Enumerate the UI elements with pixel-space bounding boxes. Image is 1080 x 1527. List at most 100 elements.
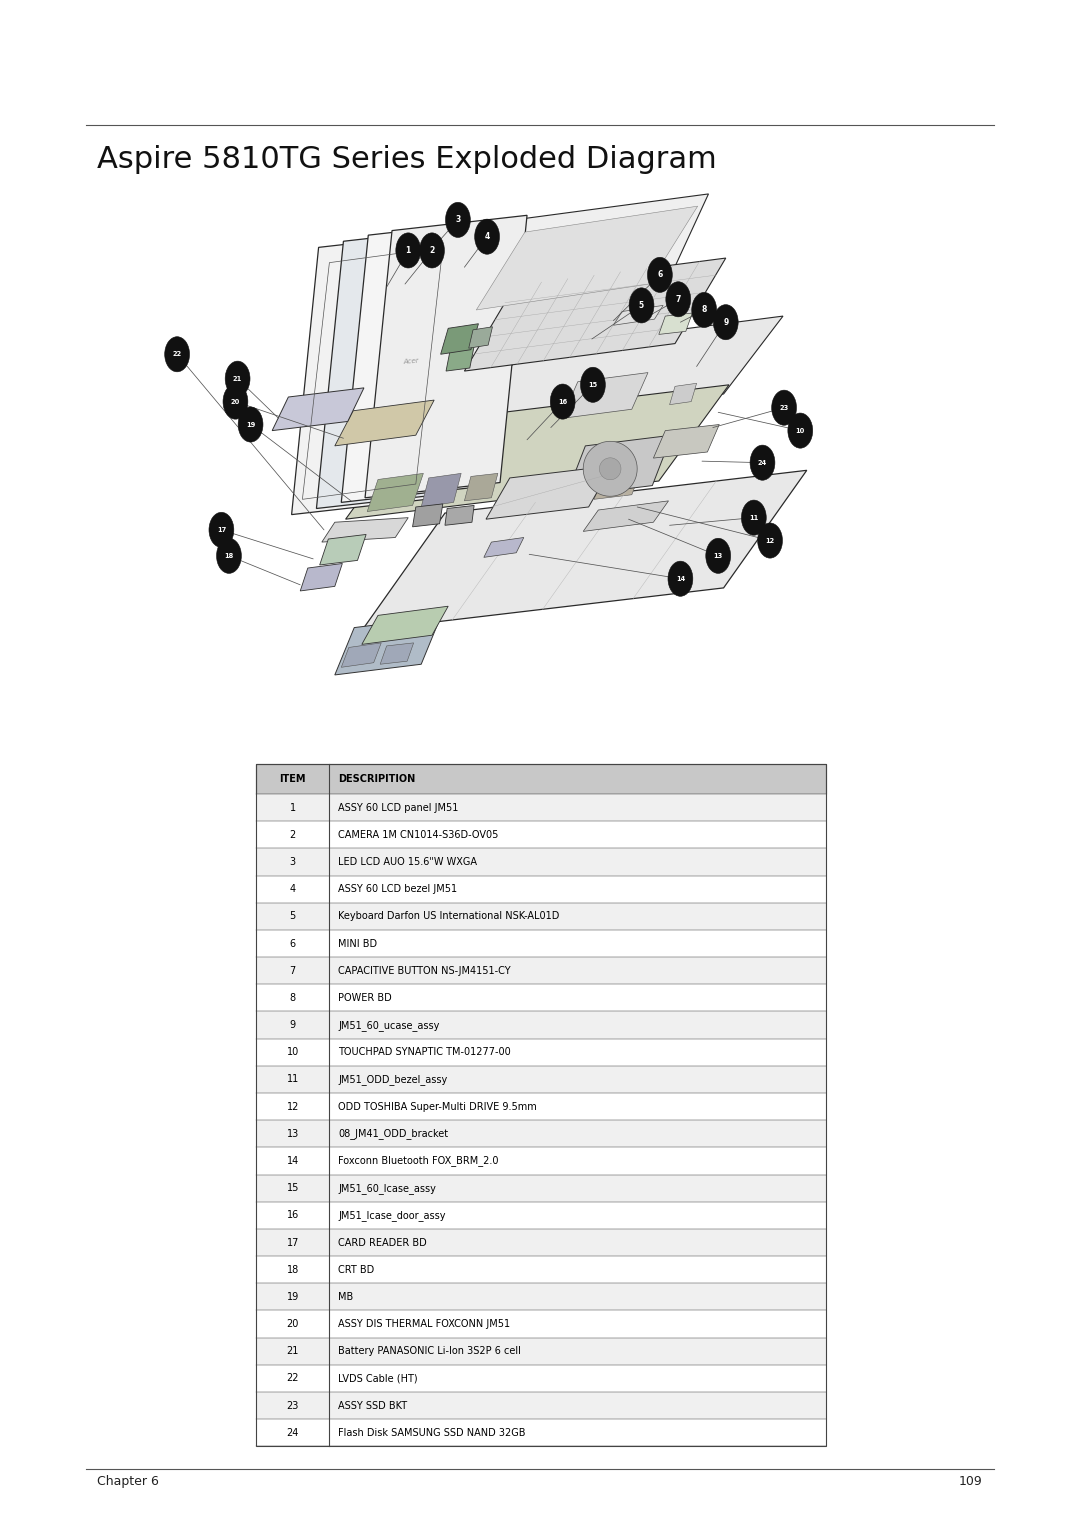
Circle shape — [216, 538, 241, 573]
Text: 12: 12 — [766, 538, 774, 544]
Text: 8: 8 — [289, 993, 296, 1003]
Polygon shape — [341, 643, 381, 667]
Circle shape — [222, 385, 247, 420]
Bar — [256, 985, 826, 1011]
Polygon shape — [464, 316, 783, 428]
Text: ODD TOSHIBA Super-Multi DRIVE 9.5mm: ODD TOSHIBA Super-Multi DRIVE 9.5mm — [338, 1101, 537, 1112]
Circle shape — [165, 336, 190, 371]
Text: 13: 13 — [714, 553, 723, 559]
Polygon shape — [670, 383, 697, 405]
Circle shape — [551, 385, 576, 420]
Polygon shape — [380, 643, 414, 664]
Text: JM51_60_ucase_assy: JM51_60_ucase_assy — [338, 1020, 440, 1031]
Polygon shape — [320, 534, 366, 565]
Circle shape — [665, 281, 691, 316]
Bar — [256, 930, 826, 957]
Text: 4: 4 — [289, 884, 296, 895]
Bar — [256, 1121, 826, 1147]
Text: CRT BD: CRT BD — [338, 1264, 375, 1275]
Text: 1: 1 — [289, 803, 296, 812]
Text: 1: 1 — [406, 246, 410, 255]
Text: Acer: Acer — [403, 357, 420, 365]
Polygon shape — [367, 473, 423, 512]
Text: 14: 14 — [286, 1156, 299, 1167]
Text: Flash Disk SAMSUNG SSD NAND 32GB: Flash Disk SAMSUNG SSD NAND 32GB — [338, 1428, 526, 1438]
Polygon shape — [441, 324, 478, 354]
Polygon shape — [335, 617, 441, 675]
Polygon shape — [464, 258, 726, 371]
Text: MB: MB — [338, 1292, 353, 1303]
Text: 21: 21 — [233, 376, 242, 382]
Text: DESCRIPITION: DESCRIPITION — [338, 774, 416, 783]
Circle shape — [706, 538, 730, 573]
Text: 15: 15 — [286, 1183, 299, 1193]
Polygon shape — [446, 341, 475, 371]
Text: 8: 8 — [702, 305, 706, 315]
Text: 08_JM41_ODD_bracket: 08_JM41_ODD_bracket — [338, 1128, 448, 1139]
Text: 23: 23 — [286, 1400, 299, 1411]
Text: 3: 3 — [456, 215, 460, 224]
Circle shape — [238, 406, 264, 443]
Text: Battery PANASONIC Li-Ion 3S2P 6 cell: Battery PANASONIC Li-Ion 3S2P 6 cell — [338, 1347, 521, 1356]
Polygon shape — [613, 305, 663, 325]
Text: ASSY SSD BKT: ASSY SSD BKT — [338, 1400, 407, 1411]
Circle shape — [750, 446, 774, 479]
Text: 6: 6 — [658, 270, 662, 279]
Bar — [256, 1419, 826, 1446]
Text: ASSY 60 LCD panel JM51: ASSY 60 LCD panel JM51 — [338, 803, 458, 812]
Polygon shape — [653, 425, 719, 458]
Circle shape — [788, 412, 812, 449]
Circle shape — [395, 232, 421, 269]
Polygon shape — [566, 435, 672, 496]
Text: 18: 18 — [286, 1264, 299, 1275]
Circle shape — [667, 560, 693, 597]
Bar — [256, 875, 826, 902]
Text: 24: 24 — [286, 1428, 299, 1438]
Text: 7: 7 — [676, 295, 680, 304]
Polygon shape — [362, 606, 448, 644]
Polygon shape — [341, 220, 503, 502]
Text: 14: 14 — [676, 576, 685, 582]
Text: 10: 10 — [796, 428, 805, 434]
Text: CAMERA 1M CN1014-S36D-OV05: CAMERA 1M CN1014-S36D-OV05 — [338, 829, 498, 840]
Text: 2: 2 — [430, 246, 434, 255]
Circle shape — [771, 389, 797, 426]
Circle shape — [581, 368, 605, 403]
Text: JM51_ODD_bezel_assy: JM51_ODD_bezel_assy — [338, 1073, 447, 1084]
Text: POWER BD: POWER BD — [338, 993, 392, 1003]
Text: 17: 17 — [217, 527, 226, 533]
Text: 10: 10 — [286, 1048, 299, 1057]
Circle shape — [714, 304, 739, 339]
Polygon shape — [335, 400, 434, 446]
Polygon shape — [464, 473, 498, 501]
Text: 7: 7 — [289, 965, 296, 976]
Polygon shape — [362, 470, 807, 631]
Text: 3: 3 — [289, 857, 296, 867]
Polygon shape — [659, 313, 692, 334]
Text: CARD READER BD: CARD READER BD — [338, 1237, 427, 1248]
Text: 18: 18 — [225, 553, 233, 559]
Bar — [256, 1202, 826, 1229]
Text: 20: 20 — [231, 399, 240, 405]
Polygon shape — [316, 226, 478, 508]
Text: 5: 5 — [289, 912, 296, 921]
Bar — [256, 764, 826, 1446]
Text: 2: 2 — [289, 829, 296, 840]
Text: 24: 24 — [758, 460, 767, 466]
Text: JM51_lcase_door_assy: JM51_lcase_door_assy — [338, 1209, 446, 1220]
Text: 5: 5 — [639, 301, 644, 310]
Polygon shape — [413, 504, 443, 527]
Text: 9: 9 — [724, 318, 728, 327]
Text: 23: 23 — [780, 405, 788, 411]
Text: ASSY DIS THERMAL FOXCONN JM51: ASSY DIS THERMAL FOXCONN JM51 — [338, 1319, 510, 1328]
Circle shape — [210, 512, 233, 547]
Circle shape — [692, 292, 717, 328]
Text: 15: 15 — [589, 382, 597, 388]
Bar — [256, 849, 826, 875]
Polygon shape — [594, 472, 640, 499]
Bar — [256, 1393, 826, 1419]
Circle shape — [741, 499, 766, 534]
Text: JM51_60_lcase_assy: JM51_60_lcase_assy — [338, 1183, 436, 1194]
Circle shape — [758, 522, 782, 559]
Polygon shape — [486, 466, 612, 519]
